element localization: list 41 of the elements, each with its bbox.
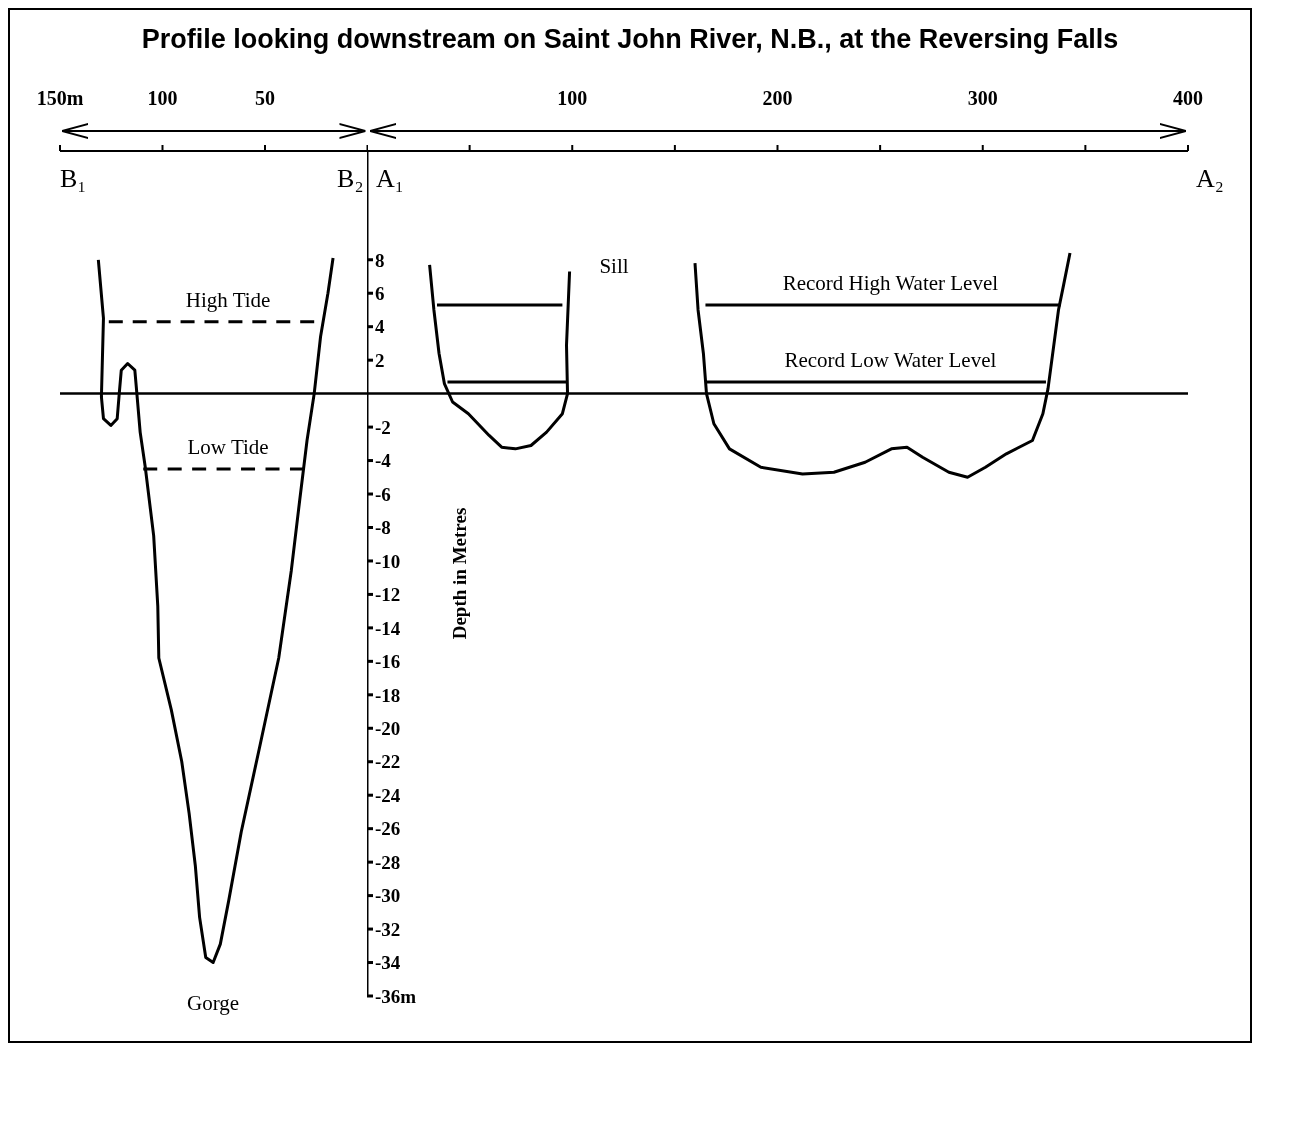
annotation: Low Tide — [187, 434, 269, 459]
y-tick-label: -16 — [374, 651, 400, 673]
annotation: B₁ — [60, 164, 87, 193]
y-tick-label: -28 — [374, 851, 400, 873]
y-tick-label: -10 — [374, 550, 400, 572]
x-tick-label: 50 — [255, 87, 275, 109]
y-tick-label: -12 — [374, 584, 400, 606]
y-tick-label: -24 — [374, 784, 401, 806]
annotation: Gorge — [187, 990, 240, 1015]
y-tick-label: -2 — [374, 416, 391, 438]
y-tick-label: -6 — [374, 483, 391, 505]
y-tick-label: 6 — [374, 282, 384, 304]
y-tick-label: 4 — [374, 316, 385, 338]
x-tick-label: 200 — [762, 87, 792, 109]
y-tick-label: -18 — [374, 684, 400, 706]
y-tick-label: -4 — [374, 450, 391, 472]
annotation: Record Low Water Level — [783, 347, 997, 372]
y-tick-label: -30 — [374, 885, 400, 907]
annotation: Record High Water Level — [782, 270, 998, 295]
y-tick-label: -20 — [374, 718, 400, 740]
y-tick-label: -26 — [374, 818, 400, 840]
x-tick-label: 100 — [556, 87, 587, 109]
text: Profile looking downstream on Saint John River, N.B., at the Reversing Falls — [140, 23, 1120, 56]
text: A₂ — [1195, 164, 1224, 193]
y-tick-label: -36m — [374, 985, 416, 1007]
x-tick-label: 100 — [147, 87, 178, 109]
x-tick-label: 150m — [36, 87, 84, 109]
y-tick-label: -32 — [374, 918, 400, 940]
y-tick-label: 8 — [374, 249, 384, 271]
x-tick-label: 300 — [967, 87, 998, 109]
y-tick-label: -22 — [374, 751, 400, 773]
annotation: B₂ — [337, 164, 364, 193]
annotation: High Tide — [185, 287, 271, 312]
x-tick-label: 400 — [1172, 87, 1203, 109]
y-tick-label: -14 — [374, 617, 401, 639]
y-tick-label: -8 — [374, 517, 391, 539]
y-tick-label: 2 — [374, 349, 384, 371]
y-axis-title: Depth in Metres — [448, 507, 470, 640]
annotation: A₁ — [375, 164, 404, 193]
y-tick-label: -34 — [374, 952, 401, 974]
annotation: Sill — [598, 254, 629, 279]
